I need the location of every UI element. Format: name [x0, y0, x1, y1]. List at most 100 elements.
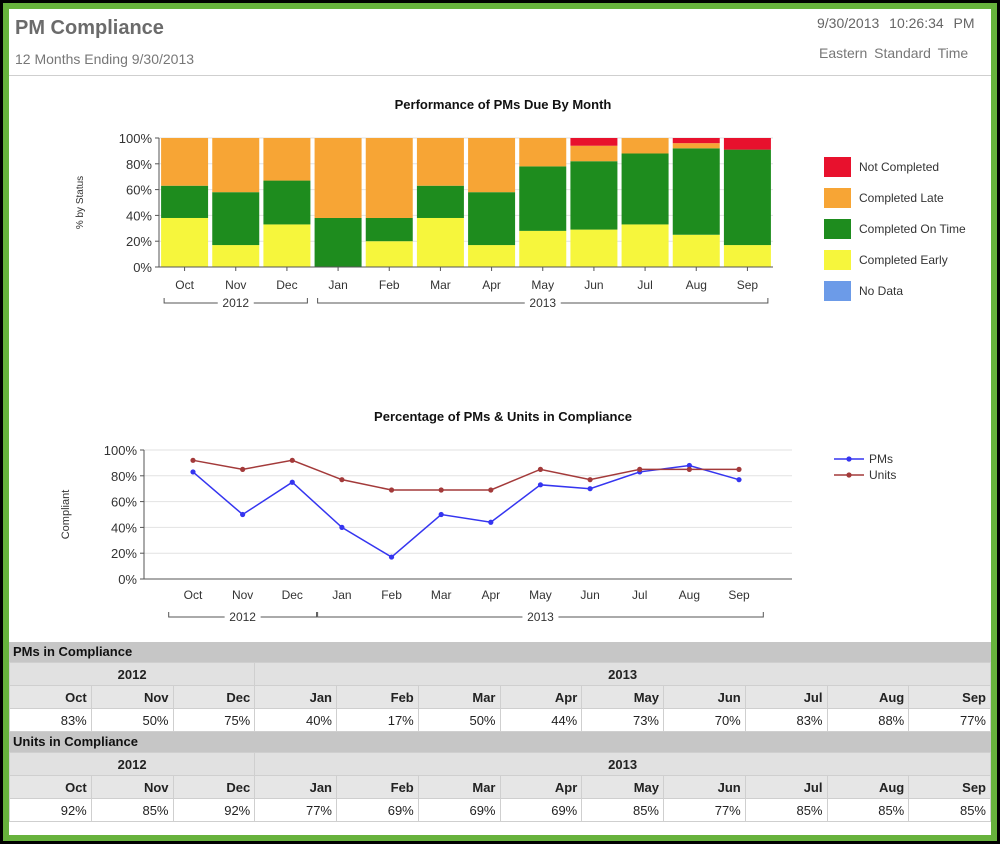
bar-segment-completed-late [416, 138, 464, 186]
data-point-units [686, 466, 692, 472]
bar-segment-not-completed [723, 138, 771, 150]
bar-segment-completed-early [570, 229, 618, 267]
table-cell: 83% [9, 708, 92, 732]
year-bracket-right [260, 612, 318, 618]
y-tick-label: 0% [118, 572, 137, 587]
year-header: 2013 [254, 662, 991, 686]
bar-segment-not-completed [672, 138, 720, 144]
month-header: Aug [826, 685, 910, 709]
x-tick-label: Jun [580, 588, 599, 602]
table-month-row: Oct Nov Dec Jan Feb Mar Apr May Jun Jul Aug Sep [9, 775, 991, 799]
table-cell: 85% [744, 798, 828, 822]
data-point-units [190, 457, 196, 463]
legend-swatch [824, 188, 851, 208]
page-title: PM Compliance [15, 17, 164, 39]
bar-segment-completed-early [468, 245, 516, 267]
table-year-row: 2012 2013 [9, 662, 991, 686]
year-group-label: 2013 [527, 610, 554, 624]
bar-segment-completed-on-time [519, 166, 567, 231]
bar-segment-completed-on-time [621, 153, 669, 225]
bar-segment-completed-on-time [212, 192, 260, 246]
table-cell: 85% [908, 798, 991, 822]
x-tick-label: Nov [232, 588, 253, 602]
bar-segment-completed-late [570, 145, 618, 162]
x-tick-label: Feb [379, 278, 400, 292]
bar-segment-completed-late [161, 138, 209, 186]
bar-segment-completed-early [212, 245, 260, 267]
chart-title: Performance of PMs Due By Month [395, 97, 612, 112]
month-header: Nov [90, 775, 174, 799]
month-header: Jul [744, 685, 828, 709]
year-header: 2012 [9, 662, 256, 686]
y-tick-label: 60% [111, 495, 137, 510]
month-header: Jun [663, 775, 746, 799]
bar-segment-completed-early [263, 224, 311, 267]
report-page: PM Compliance 12 Months Ending 9/30/2013… [9, 9, 991, 835]
bar-segment-completed-late [212, 138, 260, 193]
bar-segment-completed-on-time [570, 161, 618, 230]
bar-segment-completed-late [263, 138, 311, 181]
y-axis-label: Compliant [60, 490, 72, 540]
table-cell: 77% [663, 798, 746, 822]
month-header: May [581, 685, 664, 709]
month-header: Sep [908, 685, 991, 709]
table-cell: 40% [254, 708, 337, 732]
table-year-row: 2012 2013 [9, 752, 991, 776]
bar-segment-completed-on-time [263, 180, 311, 225]
data-point-units [488, 487, 494, 493]
x-tick-label: Jan [332, 588, 351, 602]
table-cell: 69% [417, 798, 501, 822]
table-cell: 88% [826, 708, 910, 732]
legend-label: Completed Early [859, 253, 948, 267]
legend-swatch [824, 281, 851, 301]
x-tick-label: Jul [637, 278, 652, 292]
legend-marker [846, 456, 852, 462]
bar-segment-completed-on-time [672, 148, 720, 235]
table-cell: 69% [336, 798, 419, 822]
year-group-label: 2012 [229, 610, 256, 624]
table-cell: 85% [581, 798, 664, 822]
legend-label: Units [869, 468, 896, 482]
table-cell: 92% [172, 798, 256, 822]
month-header: May [581, 775, 664, 799]
bar-segment-completed-early [723, 245, 771, 267]
y-tick-label: 20% [111, 546, 137, 561]
data-point-units [637, 466, 643, 472]
x-tick-label: Oct [184, 588, 203, 602]
data-point-units [438, 487, 444, 493]
legend-label: Completed On Time [859, 222, 966, 236]
y-tick-label: 80% [126, 157, 152, 172]
x-tick-label: Dec [276, 278, 297, 292]
table-month-row: Oct Nov Dec Jan Feb Mar Apr May Jun Jul Aug Sep [9, 685, 991, 709]
compliance-table: 2012 2013 Oct Nov Dec Jan Feb Mar Apr May Jun Jul Au… [9, 662, 991, 732]
compliance-table: 2012 2013 Oct Nov Dec Jan Feb Mar Apr May Jun Jul Au… [9, 752, 991, 822]
bar-segment-completed-early [672, 234, 720, 267]
x-tick-label: Apr [482, 278, 501, 292]
x-tick-label: Dec [282, 588, 303, 602]
year-bracket-right [253, 298, 308, 304]
y-tick-label: 40% [111, 520, 137, 535]
y-tick-label: 0% [133, 260, 152, 275]
table-row: 83% 50% 75% 40% 17% 50% 44% 73% 70% 83% 88% 77% [9, 708, 991, 732]
month-header: Oct [9, 775, 92, 799]
table-heading: PMs in Compliance [9, 642, 991, 662]
table-heading: Units in Compliance [9, 732, 991, 752]
x-tick-label: May [531, 278, 554, 292]
month-header: Feb [336, 685, 419, 709]
bar-segment-completed-on-time [161, 185, 209, 218]
table-cell: 73% [581, 708, 664, 732]
y-tick-label: 60% [126, 183, 152, 198]
chart-title: Percentage of PMs & Units in Compliance [374, 409, 632, 424]
compliance-line-chart: Percentage of PMs & Units in Compliance C… [60, 409, 896, 624]
year-group-label: 2012 [222, 296, 249, 310]
legend-swatch [824, 157, 851, 177]
bar-segment-completed-late [672, 143, 720, 149]
bar-segment-completed-early [161, 217, 209, 267]
month-header: Jul [744, 775, 828, 799]
month-header: Dec [172, 685, 256, 709]
data-point-pms [686, 462, 692, 469]
data-point-pms [736, 477, 742, 483]
data-point-pms [190, 469, 196, 475]
x-tick-label: Mar [431, 588, 452, 602]
month-header: Jan [254, 775, 337, 799]
